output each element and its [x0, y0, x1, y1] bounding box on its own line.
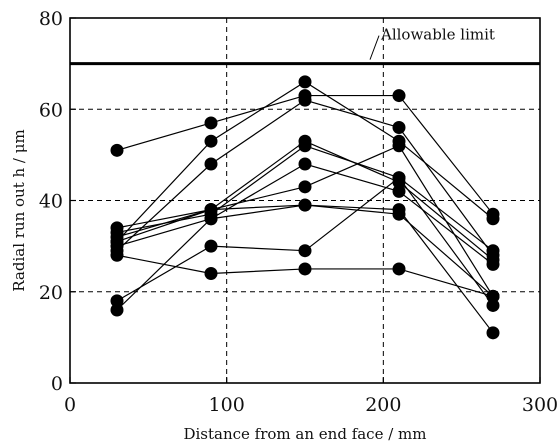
- data-point: [110, 294, 124, 308]
- y-tick-label: 40: [39, 191, 63, 213]
- data-point: [110, 248, 124, 262]
- data-point: [204, 203, 218, 217]
- series-line-3: [116, 99, 494, 256]
- data-point: [204, 212, 218, 226]
- data-point: [392, 89, 406, 103]
- y-axis-label: Radial run out h / μm: [10, 129, 28, 291]
- allowable-limit-arrow: [369, 35, 380, 60]
- data-point: [486, 326, 500, 340]
- data-point: [392, 262, 406, 276]
- x-tick-label: 100: [209, 394, 245, 416]
- x-tick-label: 200: [365, 394, 401, 416]
- series-group: [110, 75, 500, 340]
- series-line-9: [116, 176, 494, 306]
- x-axis-label: Distance from an end face / mm: [183, 425, 426, 443]
- data-point: [486, 298, 500, 312]
- data-point: [204, 116, 218, 130]
- data-point: [204, 134, 218, 148]
- y-tick-label: 60: [39, 99, 63, 121]
- data-point: [486, 244, 500, 258]
- series-line-1: [116, 94, 494, 215]
- data-point: [298, 244, 312, 258]
- data-point: [204, 239, 218, 253]
- data-point: [392, 121, 406, 134]
- data-point: [298, 75, 312, 89]
- data-point: [298, 198, 312, 212]
- data-point: [110, 303, 124, 317]
- data-point: [110, 221, 124, 235]
- x-ticks: 0 100 200 300: [64, 377, 558, 416]
- data-point: [486, 257, 500, 271]
- y-ticks: 0 20 40 60 80: [39, 8, 76, 395]
- data-point: [298, 93, 312, 107]
- y-tick-label: 0: [51, 373, 63, 395]
- y-tick-label: 20: [39, 282, 63, 304]
- data-point: [298, 157, 312, 171]
- data-point: [298, 134, 312, 148]
- data-point: [298, 180, 312, 194]
- data-point: [392, 184, 406, 198]
- data-point: [204, 157, 218, 171]
- data-point: [110, 143, 124, 157]
- data-point: [392, 171, 406, 185]
- data-point: [486, 212, 500, 226]
- data-point: [392, 203, 406, 217]
- data-point: [204, 267, 218, 280]
- data-point: [486, 289, 500, 303]
- data-point: [392, 139, 406, 153]
- data-point: [110, 235, 124, 249]
- x-tick-label: 300: [522, 394, 558, 416]
- series-line-11: [116, 254, 494, 297]
- x-tick-label: 0: [64, 394, 76, 416]
- data-point: [298, 262, 312, 276]
- y-tick-label: 80: [39, 8, 63, 30]
- allowable-limit-label: Allowable limit: [380, 26, 495, 44]
